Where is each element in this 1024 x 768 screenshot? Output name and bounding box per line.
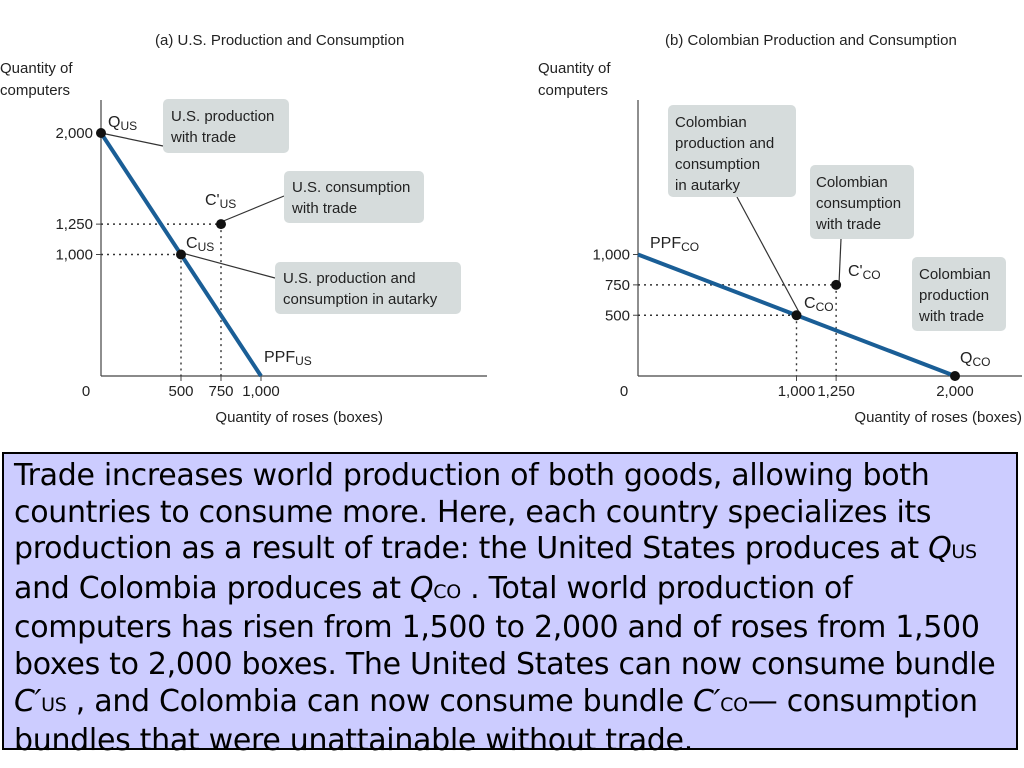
callout-box [668, 105, 796, 197]
callout-leader [100, 132, 164, 147]
x-tick-label: 1,000 [778, 383, 816, 400]
y-tick-label: 2,000 [55, 125, 93, 142]
point-marker [176, 249, 186, 260]
callout-leader [220, 195, 285, 223]
x-tick-label: 750 [208, 383, 233, 400]
caption-c-prime-co-symbol: C′ [692, 683, 721, 719]
point-label: C'US [205, 192, 236, 211]
callout-text: with trade [815, 216, 881, 233]
point-marker [950, 371, 960, 381]
callout-box [810, 165, 914, 239]
y-axis-label: computers [538, 82, 608, 99]
caption-c-prime-co-subscript: CO [720, 693, 748, 716]
point-label: CCO [804, 295, 834, 314]
charts-figure: (a) U.S. Production and Consumption Quant… [0, 32, 1022, 426]
point-label: C'CO [848, 263, 881, 282]
callout-text: Colombian [919, 266, 991, 283]
x-axis-label: Quantity of roses (boxes) [215, 409, 383, 426]
callout-text: U.S. production [171, 108, 274, 125]
x-tick-label: 500 [168, 383, 193, 400]
callout-leader [736, 196, 801, 315]
callout-leader [181, 252, 276, 279]
chart-title: (a) U.S. Production and Consumption [155, 32, 404, 49]
caption-q-us-subscript: US [951, 541, 977, 564]
y-tick-label: 1,000 [592, 247, 630, 264]
callout-text: Colombian [816, 174, 888, 191]
callout-text: consumption [816, 195, 901, 212]
callout-text: with trade [291, 200, 357, 217]
x-tick-label: 1,000 [242, 383, 280, 400]
ppf-label: PPFUS [264, 349, 312, 368]
y-tick-label: 750 [605, 277, 630, 294]
caption-q-co-symbol: Q [409, 570, 434, 606]
y-tick-label: 1,250 [55, 216, 93, 233]
point-marker [96, 128, 106, 138]
callout-box [912, 257, 1006, 331]
ppf-label: PPFCO [650, 235, 699, 254]
callout-text: consumption [675, 156, 760, 173]
caption-q-us-symbol: Q [928, 531, 952, 567]
callout-text: with trade [918, 308, 984, 325]
callout-text: consumption in autarky [283, 291, 438, 308]
panel-colombia: (b) Colombian Production and Consumption… [538, 32, 1022, 426]
callout-box [284, 171, 424, 223]
callout-text: U.S. production and [283, 270, 416, 287]
y-axis-label: Quantity of [538, 60, 611, 77]
chart-title: (b) Colombian Production and Consumption [665, 32, 957, 49]
origin-label: 0 [82, 383, 90, 400]
callout-text: with trade [170, 129, 236, 146]
caption-c-prime-us-subscript: US [41, 693, 67, 716]
caption-text-2: and Colombia produces at [14, 570, 410, 606]
origin-label: 0 [620, 383, 628, 400]
caption-text-1: Trade increases world production of both… [14, 458, 932, 567]
point-label: QUS [108, 114, 137, 133]
x-tick-label: 1,250 [817, 383, 855, 400]
callout-box [163, 99, 289, 153]
x-tick-label: 2,000 [936, 383, 974, 400]
point-marker [216, 219, 226, 230]
callout-text: Colombian [675, 114, 747, 131]
y-axis-label: computers [0, 82, 70, 99]
point-label: CUS [186, 235, 214, 254]
point-marker [831, 279, 842, 290]
caption-c-prime-us-symbol: C′ [14, 683, 42, 719]
callout-text: U.S. consumption [292, 179, 410, 196]
callout-text: production and [675, 135, 774, 152]
y-tick-label: 500 [605, 307, 630, 324]
y-axis-label: Quantity of [0, 60, 73, 77]
x-axis-label: Quantity of roses (boxes) [854, 409, 1022, 426]
callout-text: in autarky [675, 177, 741, 194]
point-label: QCO [960, 350, 990, 369]
point-marker [791, 310, 802, 321]
caption-text-4: , and Colombia can now consume bundle [66, 683, 693, 719]
caption-text-3: . Total world production of computers ha… [14, 570, 996, 682]
caption-text-5: — consumption bundles that were unattain… [14, 683, 978, 759]
panel-us: (a) U.S. Production and Consumption Quant… [0, 32, 487, 426]
y-tick-label: 1,000 [55, 247, 93, 264]
callout-leader [838, 238, 842, 285]
callout-box [275, 262, 461, 314]
caption-box: Trade increases world production of both… [2, 452, 1018, 758]
caption-q-co-subscript: CO [433, 580, 461, 603]
callout-text: production [919, 287, 989, 304]
